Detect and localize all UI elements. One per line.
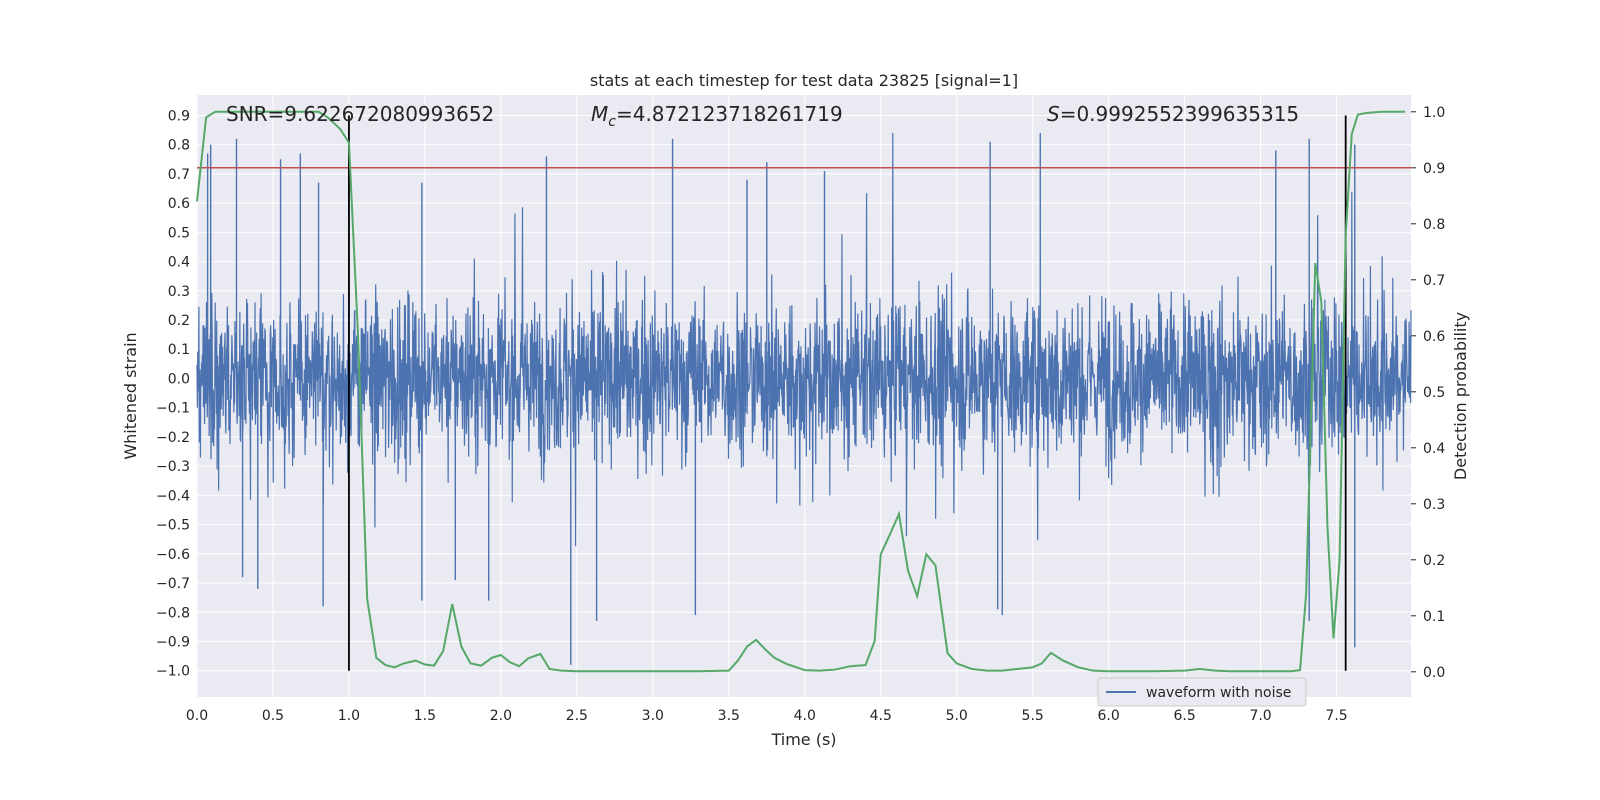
waveform-line: [196, 132, 1412, 547]
x-tick-label: 2.5: [566, 708, 588, 724]
score-annotation: S=0.9992552399635315: [1047, 102, 1299, 126]
x-tick-label: 7.0: [1249, 708, 1271, 724]
left-y-tick-label: 0.8: [168, 138, 190, 154]
left-y-tick-label: −0.9: [156, 634, 190, 650]
left-y-tick-label: 0.9: [168, 108, 190, 124]
left-y-tick-label: −0.3: [156, 459, 190, 475]
left-y-tick-label: −0.6: [156, 547, 190, 563]
x-tick-label: 1.0: [338, 708, 360, 724]
probability-series: [196, 110, 1405, 673]
x-tick-label: 5.5: [1022, 708, 1044, 724]
left-y-tick-labels: 0.9 0.8 0.7 0.6 0.5 0.4 0.3 0.2 0.1 0.0 −0.1 −0.2 −0…: [156, 108, 190, 679]
x-tick-labels: 0.0 0.5 1.0 1.5 2.0 2.5 3.0 3.5 4.0 4.5 5.0 5.5 6.0 6…: [186, 708, 1348, 724]
right-y-tick-label: 0.5: [1423, 385, 1445, 401]
left-y-axis-label: Whitened strain: [121, 332, 140, 459]
left-y-tick-label: −0.7: [156, 576, 190, 592]
x-tick-label: 6.5: [1173, 708, 1195, 724]
left-y-tick-label: 0.0: [168, 371, 190, 387]
snr-annotation: SNR=9.622672080993652: [226, 102, 494, 126]
legend-label: waveform with noise: [1146, 685, 1291, 701]
x-tick-label: 3.0: [642, 708, 664, 724]
left-y-tick-label: −0.2: [156, 430, 190, 446]
legend-box: [1097, 677, 1307, 707]
x-tick-label: 0.5: [262, 708, 284, 724]
right-y-tick-label: 0.3: [1423, 497, 1445, 513]
right-y-tick-label: 0.6: [1423, 329, 1445, 345]
left-y-tick-label: −1.0: [156, 664, 190, 680]
right-y-tick-label: 1.0: [1423, 105, 1445, 121]
right-y-tick-label: 0.8: [1423, 217, 1445, 233]
chirp-mass-annotation: Mc=4.872123718261719: [591, 102, 843, 130]
right-y-axis-label: Detection probability: [1451, 312, 1470, 480]
x-tick-label: 1.5: [414, 708, 436, 724]
x-tick-label: 0.0: [186, 708, 208, 724]
legend: waveform with noise: [1097, 677, 1307, 707]
left-y-tick-label: 0.6: [168, 196, 190, 212]
left-y-tick-label: 0.5: [168, 225, 190, 241]
left-y-tick-label: −0.1: [156, 401, 190, 417]
x-tick-label: 4.0: [794, 708, 816, 724]
right-y-tick-label: 0.7: [1423, 273, 1445, 289]
left-y-tick-label: −0.4: [156, 488, 190, 504]
x-axis-label: Time (s): [770, 730, 836, 749]
right-y-tick-label: 0.9: [1423, 161, 1445, 177]
right-y-tick-label: 0.0: [1423, 665, 1445, 681]
left-y-tick-label: 0.2: [168, 313, 190, 329]
x-tick-label: 4.5: [870, 708, 892, 724]
right-y-tick-labels: 1.0 0.9 0.8 0.7 0.6 0.5 0.4 0.3 0.2 0.1 0.0: [1411, 105, 1445, 681]
x-tick-label: 3.5: [718, 708, 740, 724]
left-y-tick-label: 0.7: [168, 167, 190, 183]
left-y-tick-label: −0.5: [156, 518, 190, 534]
left-y-tick-label: 0.4: [168, 255, 190, 271]
left-y-tick-label: −0.8: [156, 605, 190, 621]
right-y-tick-label: 0.2: [1423, 553, 1445, 569]
x-tick-label: 7.5: [1325, 708, 1347, 724]
right-y-tick-label: 0.1: [1423, 609, 1445, 625]
x-tick-label: 6.0: [1098, 708, 1120, 724]
right-y-tick-label: 0.4: [1423, 441, 1445, 457]
left-y-tick-label: 0.1: [168, 342, 190, 358]
marker-lines: [348, 115, 1347, 671]
x-tick-label: 2.0: [490, 708, 512, 724]
x-tick-label: 5.0: [946, 708, 968, 724]
chart-title: stats at each timestep for test data 238…: [590, 71, 1018, 90]
left-y-tick-label: 0.3: [168, 284, 190, 300]
